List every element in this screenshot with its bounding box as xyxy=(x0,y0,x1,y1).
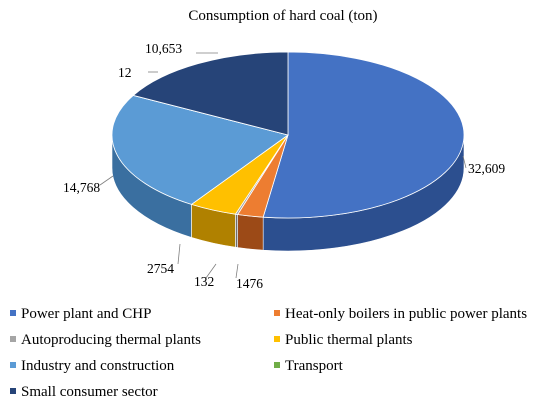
data-label-0: 32,609 xyxy=(468,161,505,176)
data-label-3: 2754 xyxy=(147,261,174,276)
legend-item-4: Industry and construction xyxy=(10,358,175,374)
legend-item-1: Heat-only boilers in public power plants xyxy=(274,306,527,322)
legend-swatch xyxy=(10,336,16,342)
legend-label: Heat-only boilers in public power plants xyxy=(285,306,527,322)
legend-swatch xyxy=(10,362,16,368)
legend-item-3: Public thermal plants xyxy=(274,332,413,348)
legend-item-0: Power plant and CHP xyxy=(10,306,151,322)
pie-side-2 xyxy=(235,213,238,248)
leader-line-4 xyxy=(99,175,114,186)
legend: Power plant and CHP Heat-only boilers in … xyxy=(10,306,527,400)
legend-label: Autoproducing thermal plants xyxy=(21,332,201,348)
data-labels: 32,609 1476 132 2754 14,768 12 10,653 xyxy=(63,41,505,291)
legend-swatch xyxy=(274,310,280,316)
leader-line-3 xyxy=(177,243,181,265)
legend-label: Industry and construction xyxy=(21,358,175,374)
legend-label: Power plant and CHP xyxy=(21,306,151,322)
pie-top-faces xyxy=(111,51,465,219)
legend-swatch xyxy=(10,310,16,316)
leader-line-2 xyxy=(205,263,217,279)
data-label-6: 10,653 xyxy=(145,41,182,56)
pie-slice-6 xyxy=(132,51,289,136)
legend-swatch xyxy=(10,388,16,394)
pie-side-1 xyxy=(237,214,264,251)
legend-swatch xyxy=(274,362,280,368)
legend-label: Public thermal plants xyxy=(285,332,413,348)
legend-swatch xyxy=(274,336,280,342)
data-label-2: 132 xyxy=(194,274,214,289)
data-label-1: 1476 xyxy=(236,276,263,291)
leader-line-1 xyxy=(235,263,239,279)
pie-slice-0 xyxy=(262,51,465,219)
pie-slice-4 xyxy=(111,94,289,205)
legend-label: Transport xyxy=(285,358,344,374)
legend-label: Small consumer sector xyxy=(21,384,158,400)
legend-item-6: Small consumer sector xyxy=(10,384,158,400)
data-label-4: 14,768 xyxy=(63,180,100,195)
data-label-5: 12 xyxy=(118,65,132,80)
chart-title: Consumption of hard coal (ton) xyxy=(188,8,377,24)
legend-item-5: Transport xyxy=(274,358,344,374)
legend-item-2: Autoproducing thermal plants xyxy=(10,332,201,348)
leader-line-0 xyxy=(462,155,467,169)
